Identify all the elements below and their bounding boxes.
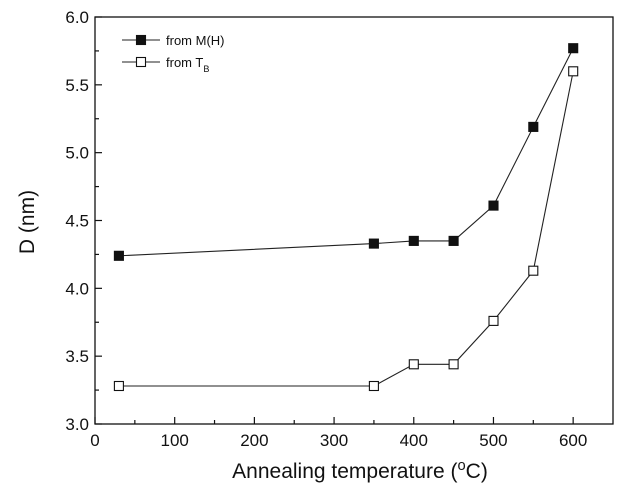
- x-tick-label: 100: [161, 431, 189, 450]
- x-tick-label: 600: [559, 431, 587, 450]
- series-2: [113, 66, 579, 392]
- data-point: [408, 359, 419, 370]
- legend-marker: [135, 34, 147, 46]
- data-point: [488, 200, 499, 211]
- data-point: [568, 43, 579, 54]
- y-tick-label: 4.0: [65, 279, 89, 298]
- series-line: [118, 47, 574, 257]
- legend-item-1: from M(H): [122, 33, 225, 48]
- y-tick-label: 4.5: [65, 212, 89, 231]
- legend-label: from M(H): [166, 33, 225, 48]
- x-tick-label: 500: [479, 431, 507, 450]
- x-tick-label: 200: [240, 431, 268, 450]
- plot-frame: [94, 16, 614, 425]
- data-point: [368, 380, 379, 392]
- x-tick-label: 400: [400, 431, 428, 450]
- y-tick-label: 3.5: [65, 347, 89, 366]
- plot-area: [94, 16, 614, 425]
- legend-item-2: from TB: [122, 55, 209, 74]
- data-point: [113, 250, 124, 261]
- series-1: [113, 43, 579, 261]
- data-point: [368, 238, 379, 249]
- x-tick-label: 300: [320, 431, 348, 450]
- x-axis: 0 100 200 300 400 500 600: [90, 417, 587, 450]
- legend: from M(H) from TB: [122, 33, 225, 74]
- y-axis-label: D (nm): [16, 190, 39, 254]
- data-point: [448, 359, 459, 370]
- data-point: [448, 235, 459, 246]
- y-tick-label: 6.0: [65, 8, 89, 27]
- x-axis-label: Annealing temperature (oC): [232, 458, 488, 483]
- series-line: [118, 71, 574, 387]
- y-tick-label: 5.5: [65, 76, 89, 95]
- data-point: [488, 315, 499, 326]
- y-axis: 3.0 3.5 4.0 4.5 5.0 5.5 6.0: [65, 8, 102, 434]
- legend-label: from TB: [166, 55, 209, 74]
- series-layer: [113, 43, 579, 392]
- data-point: [568, 66, 579, 77]
- data-point: [528, 121, 539, 132]
- data-point: [113, 380, 124, 392]
- legend-marker: [135, 56, 147, 68]
- x-tick-label: 0: [90, 431, 99, 450]
- data-point: [528, 265, 539, 276]
- y-tick-label: 3.0: [65, 415, 89, 434]
- y-tick-label: 5.0: [65, 144, 89, 163]
- data-point: [408, 235, 419, 246]
